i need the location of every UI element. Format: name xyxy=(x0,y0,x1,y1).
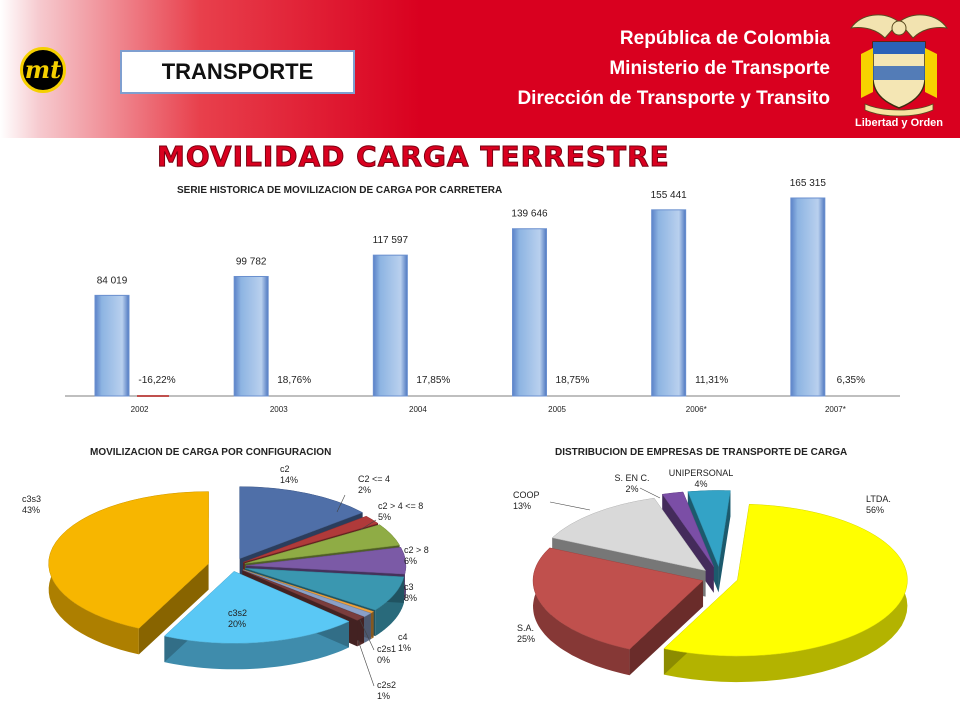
bar-category-label: 2005 xyxy=(548,405,566,414)
config-pie-leader-line xyxy=(357,639,375,687)
companies-pie-leader-line xyxy=(639,487,661,499)
companies-pie-slice-s-a- xyxy=(532,547,704,676)
config-pie-label: c2 14% xyxy=(280,464,298,485)
companies-pie-slice-s-en-c- xyxy=(661,491,714,593)
config-pie-label: c2s1 0% xyxy=(377,644,396,665)
bar-growth-label: 18,76% xyxy=(277,375,311,386)
companies-pie-slice-unipersonal xyxy=(687,490,731,593)
config-pie-label: c2 > 8 6% xyxy=(404,545,429,566)
seal-motto: Libertad y Orden xyxy=(855,117,943,129)
ministry-block: República de Colombia Ministerio de Tran… xyxy=(517,24,830,114)
bar-category-label: 2006* xyxy=(686,405,707,414)
header-banner: mt TRANSPORTE República de Colombia Mini… xyxy=(0,0,960,138)
bar-value-label: 139 646 xyxy=(511,209,548,220)
section-badge: TRANSPORTE xyxy=(120,50,355,94)
config-pie-label: c3 8% xyxy=(404,582,417,603)
config-pie-label: C2 <= 4 2% xyxy=(358,474,390,495)
bar-volume-2002 xyxy=(94,294,130,397)
bar-value-label: 165 315 xyxy=(790,178,827,189)
config-pie-slice-c2 xyxy=(239,486,364,585)
bar-volume-2007* xyxy=(790,197,826,397)
config-pie-title: MOVILIZACION DE CARGA POR CONFIGURACION xyxy=(90,447,332,458)
config-pie-slice-c2-4-8 xyxy=(244,524,400,590)
config-pie-label: c3s3 43% xyxy=(22,494,41,515)
coat-of-arms-seal: Libertad y Orden xyxy=(849,14,949,129)
ministry-line-directorate: Dirección de Transporte y Transito xyxy=(517,88,830,109)
bar-growth-2002 xyxy=(137,395,169,397)
bar-category-label: 2003 xyxy=(270,405,288,414)
companies-pie-label: UNIPERSONAL 4% xyxy=(669,468,734,489)
config-pie-slice-c2s2 xyxy=(242,569,372,643)
companies-pie-label: COOP 13% xyxy=(513,490,540,511)
config-pie-label: c2 > 4 <= 8 5% xyxy=(378,501,423,522)
bar-value-label: 99 782 xyxy=(236,256,267,267)
bar-chart-title: SERIE HISTORICA DE MOVILIZACION DE CARGA… xyxy=(177,185,503,196)
bar-value-label: 117 597 xyxy=(373,235,409,246)
ministry-logo: mt xyxy=(20,47,66,93)
companies-pie-leader-line xyxy=(549,501,591,511)
config-pie-slice-c2s1 xyxy=(243,569,375,639)
companies-pie-label: LTDA. 56% xyxy=(866,494,891,515)
companies-pie-slice-coop xyxy=(551,497,707,597)
config-pie-slice-c4 xyxy=(242,570,365,647)
companies-pie-label: S.A. 25% xyxy=(517,623,535,644)
bar-growth-label: 17,85% xyxy=(416,375,450,386)
bar-category-label: 2002 xyxy=(131,405,149,414)
config-pie-label: c3s2 20% xyxy=(228,608,247,629)
bar-volume-2004 xyxy=(372,254,408,397)
bar-category-label: 2007* xyxy=(825,405,846,414)
ministry-line-ministry: Ministerio de Transporte xyxy=(609,58,830,79)
bar-growth-label: -16,22% xyxy=(138,375,175,386)
companies-pie-slice-ltda- xyxy=(663,503,908,683)
config-pie-slice-c3s2 xyxy=(163,571,350,670)
config-pie-label: c4 1% xyxy=(398,632,411,653)
bar-volume-2005 xyxy=(512,228,547,397)
config-pie-slice-c2-4 xyxy=(243,515,379,589)
config-pie-slice-c3 xyxy=(244,568,405,637)
config-pie-leader-line xyxy=(336,494,346,513)
config-pie-slice-c2-8 xyxy=(245,547,407,601)
companies-pie-label: S. EN C. 2% xyxy=(614,473,649,494)
page-title: MOVILIDAD CARGA TERRESTRE xyxy=(157,140,670,174)
ministry-line-country: República de Colombia xyxy=(619,28,830,49)
bar-value-label: 155 441 xyxy=(651,190,688,201)
companies-pie-title: DISTRIBUCION DE EMPRESAS DE TRANSPORTE D… xyxy=(555,447,848,458)
bar-growth-label: 6,35% xyxy=(837,375,865,386)
bar-volume-2006* xyxy=(651,209,687,397)
config-pie-leader-line xyxy=(359,619,375,651)
bar-value-label: 84 019 xyxy=(97,275,128,286)
bar-growth-label: 11,31% xyxy=(695,375,728,386)
config-pie-label: c2s2 1% xyxy=(377,680,396,701)
bar-category-label: 2004 xyxy=(409,405,427,414)
bar-growth-label: 18,75% xyxy=(556,375,590,386)
config-pie-slice-c3s3 xyxy=(48,491,209,655)
bar-volume-2003 xyxy=(233,275,269,397)
config-pie-leader-line xyxy=(359,519,377,531)
